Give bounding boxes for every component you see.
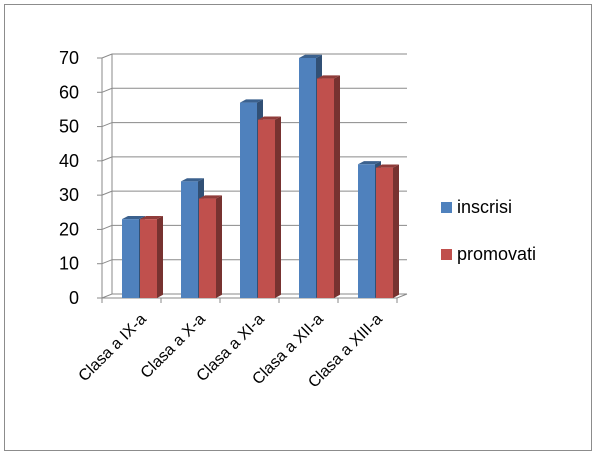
y-tick-label: 70 xyxy=(59,48,79,68)
y-tick-label: 30 xyxy=(59,185,79,205)
y-tick-label: 40 xyxy=(59,151,79,171)
legend-swatch xyxy=(441,249,452,260)
legend: inscrisi promovati xyxy=(441,197,536,264)
y-tick-label: 50 xyxy=(59,117,79,137)
bar-promovati-4 xyxy=(376,164,399,298)
bar-promovati-0 xyxy=(140,215,163,298)
gridline-60 xyxy=(101,87,407,93)
y-tick-label: 0 xyxy=(69,288,79,308)
legend-label: promovati xyxy=(457,244,536,264)
gridline-70 xyxy=(101,53,407,59)
legend-item-promovati: promovati xyxy=(441,244,536,264)
y-tick-label: 20 xyxy=(59,219,79,239)
chart-frame: 0 10 20 30 40 50 60 70 Clasa a IX-a Clasa a X-a C… xyxy=(4,4,592,451)
bars xyxy=(122,54,399,298)
bar-promovati-1 xyxy=(199,195,222,298)
bar-promovati-3 xyxy=(317,75,340,298)
y-tick-label: 10 xyxy=(59,254,79,274)
y-tick-label: 60 xyxy=(59,82,79,102)
x-tick-label: Clasa a IX-a xyxy=(76,311,150,385)
legend-item-inscrisi: inscrisi xyxy=(441,197,512,217)
bar-promovati-2 xyxy=(258,116,281,298)
legend-swatch xyxy=(441,202,452,213)
legend-label: inscrisi xyxy=(457,197,512,217)
y-axis-ticks: 0 10 20 30 40 50 60 70 xyxy=(59,48,102,308)
